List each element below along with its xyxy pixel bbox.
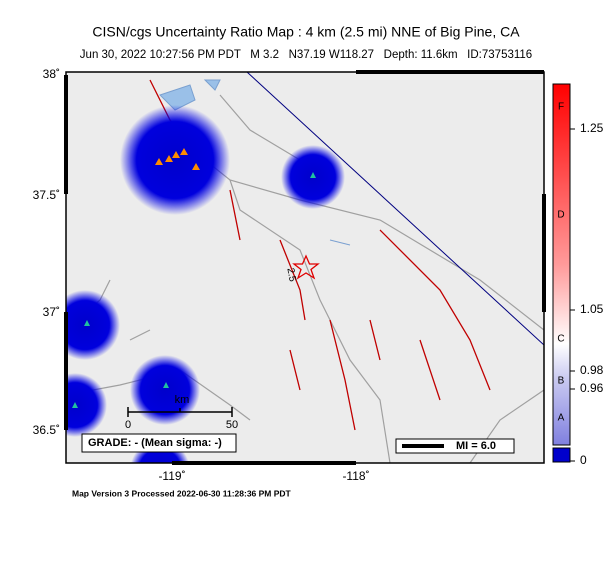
scale-start: 0 [125,419,131,431]
colorbar-label: 1.05 [580,302,604,316]
lat-label: 38˚ [43,67,60,81]
scale-unit: km [175,394,190,406]
grade-letter: A [558,413,565,424]
subtitle: Jun 30, 2022 10:27:56 PM PDT M 3.2 N37.1… [80,49,532,61]
map: 2.5 GRADE: - (Mean sigma: -) MI = 6.0 km [66,72,544,463]
colorbar-label: 0.98 [580,363,604,377]
colorbar-label: 0.96 [580,381,604,395]
grade-letter: D [557,210,564,221]
lon-label: -118˚ [342,469,369,483]
title: CISN/cgs Uncertainty Ratio Map : 4 km (2… [92,24,520,40]
lat-label: 37.5˚ [33,188,60,202]
lon-label: -119˚ [158,469,185,483]
grade-letter: C [557,334,564,345]
contour-label: 2.5 [284,267,297,283]
lat-label: 36.5˚ [33,423,60,437]
grade: GRADE: - (Mean sigma: -) [88,437,222,449]
magnitude-legend: MI = 6.0 [456,440,496,452]
footer: Map Version 3 Processed 2022-06-30 11:28… [72,488,292,498]
colorbar-label: 0 [580,453,587,467]
grade-letter: F [558,102,564,113]
scale-end: 50 [226,419,238,431]
colorbar [552,83,571,446]
lat-label: 37˚ [43,305,60,319]
grade-letter: B [558,376,565,387]
colorbar-label: 1.25 [580,121,604,135]
